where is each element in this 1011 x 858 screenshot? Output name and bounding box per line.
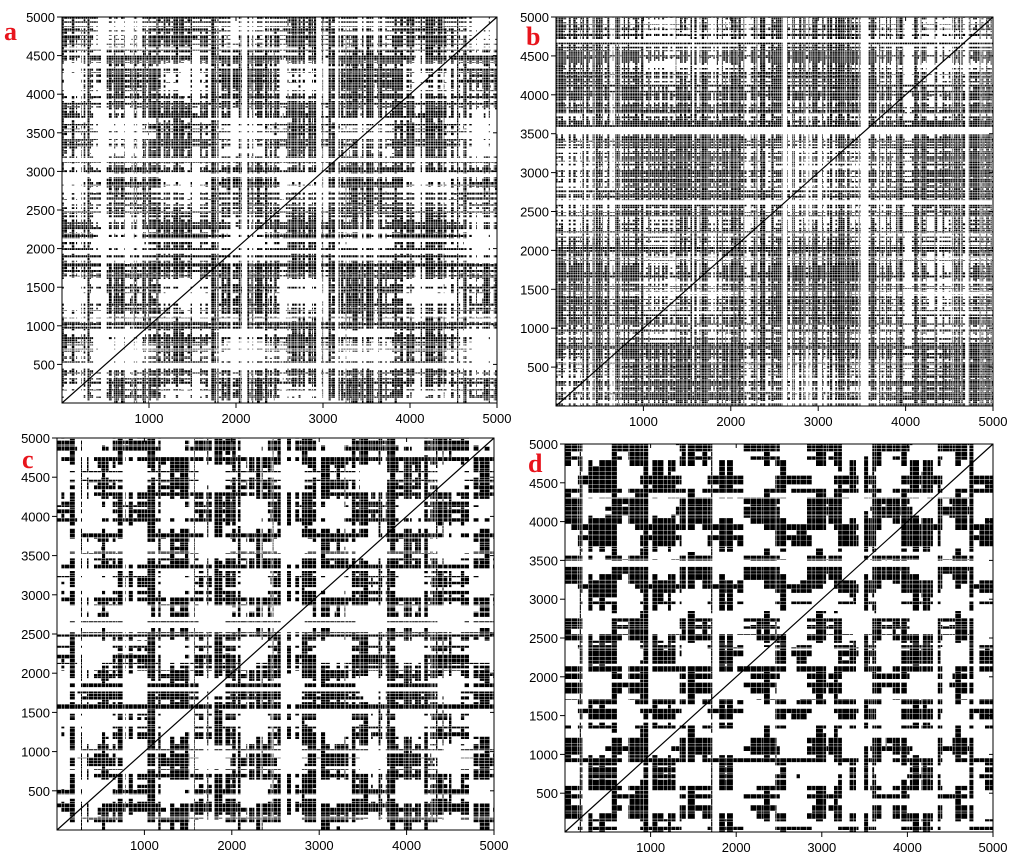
main-diagonal (56, 437, 495, 831)
x-tick-label: 3000 (309, 411, 338, 426)
y-tick-label: 500 (527, 360, 549, 375)
x-tick-label: 5000 (979, 840, 1008, 855)
y-tick-label: 3000 (529, 592, 558, 607)
x-tick-label: 4000 (893, 840, 922, 855)
y-tick-label: 3500 (21, 549, 50, 564)
y-tick-label: 4500 (520, 49, 549, 64)
y-tick-label: 2500 (529, 631, 558, 646)
y-tick-label: 2500 (520, 205, 549, 220)
x-tick-label: 3000 (804, 414, 833, 429)
x-tick-label: 3000 (305, 838, 334, 853)
y-tick-label: 4000 (26, 87, 55, 102)
x-tick-label: 1000 (130, 838, 159, 853)
panel-c-label: c (22, 445, 34, 474)
panel-d-label: d (528, 449, 543, 478)
main-diagonal (555, 16, 994, 407)
y-tick-label: 2000 (26, 242, 55, 257)
y-tick-label: 2500 (26, 203, 55, 218)
y-tick-label: 500 (536, 786, 558, 801)
y-tick-label: 1500 (26, 280, 55, 295)
y-tick-label: 3000 (26, 164, 55, 179)
recurrence-texture (57, 438, 494, 830)
y-tick-label: 1000 (26, 319, 55, 334)
y-tick-label: 2000 (520, 243, 549, 258)
x-tick-label: 1000 (629, 414, 658, 429)
panel-a-plot-area (61, 16, 498, 404)
y-tick-label: 5000 (21, 431, 50, 446)
main-diagonal (564, 443, 994, 833)
y-tick-label: 1500 (529, 709, 558, 724)
y-tick-label: 3500 (520, 127, 549, 142)
y-tick-label: 4000 (520, 88, 549, 103)
x-tick-label: 5000 (979, 414, 1008, 429)
x-tick-label: 4000 (891, 414, 920, 429)
y-tick-label: 5000 (529, 437, 558, 452)
y-tick-label: 3000 (21, 588, 50, 603)
panel-c-axes: 1000 2000 3000 4000 5000 500 1000 1500 2000 2500 3… (21, 431, 508, 853)
x-tick-label: 2000 (217, 838, 246, 853)
panel-d-plot-area (564, 443, 994, 833)
y-tick-label: 500 (28, 784, 50, 799)
y-tick-label: 1500 (21, 705, 50, 720)
y-tick-label: 5000 (26, 10, 55, 25)
panel-a: 1000 2000 3000 4000 5000 500 1000 1500 2000 2500 3… (4, 10, 511, 426)
panel-a-label: a (4, 17, 17, 46)
y-tick-label: 1000 (529, 747, 558, 762)
x-tick-label: 2000 (722, 840, 751, 855)
y-tick-label: 4000 (529, 515, 558, 530)
y-tick-label: 1000 (21, 745, 50, 760)
y-tick-label: 2000 (529, 670, 558, 685)
y-tick-label: 2000 (21, 666, 50, 681)
y-tick-label: 4500 (529, 476, 558, 491)
x-tick-label: 2000 (222, 411, 251, 426)
x-tick-label: 3000 (807, 840, 836, 855)
x-tick-label: 4000 (392, 838, 421, 853)
panel-a-axes: 1000 2000 3000 4000 5000 500 1000 1500 2000 2500 3… (26, 10, 511, 426)
panel-b-label: b (526, 22, 540, 51)
main-diagonal (61, 16, 498, 404)
y-tick-label: 3500 (26, 126, 55, 141)
y-tick-label: 3500 (529, 553, 558, 568)
y-tick-label: 3000 (520, 166, 549, 181)
panel-b-axes: 1000 2000 3000 4000 5000 500 1000 1500 2000 2500 3… (520, 10, 1007, 429)
panel-b-plot-area (555, 16, 994, 407)
x-tick-label: 1000 (636, 840, 665, 855)
y-tick-label: 4500 (26, 49, 55, 64)
panel-c-plot-area (56, 437, 495, 831)
y-tick-label: 1000 (520, 321, 549, 336)
y-tick-label: 4500 (21, 470, 50, 485)
recurrence-texture (62, 17, 497, 403)
x-tick-label: 5000 (483, 411, 512, 426)
x-tick-label: 2000 (716, 414, 745, 429)
panel-c: 1000 2000 3000 4000 5000 500 1000 1500 2000 2500 3… (21, 431, 508, 853)
y-tick-label: 2500 (21, 627, 50, 642)
panel-b: 1000 2000 3000 4000 5000 500 1000 1500 2000 2500 3… (520, 10, 1007, 429)
panel-d-axes: 1000 2000 3000 4000 5000 500 1000 1500 2000 2500 3… (529, 437, 1007, 855)
x-tick-label: 5000 (480, 838, 509, 853)
y-tick-label: 500 (33, 357, 55, 372)
x-tick-label: 1000 (135, 411, 164, 426)
x-tick-label: 4000 (396, 411, 425, 426)
y-tick-label: 1500 (520, 282, 549, 297)
y-tick-label: 5000 (520, 10, 549, 25)
panel-d: 1000 2000 3000 4000 5000 500 1000 1500 2000 2500 3… (528, 437, 1007, 855)
y-tick-label: 4000 (21, 509, 50, 524)
